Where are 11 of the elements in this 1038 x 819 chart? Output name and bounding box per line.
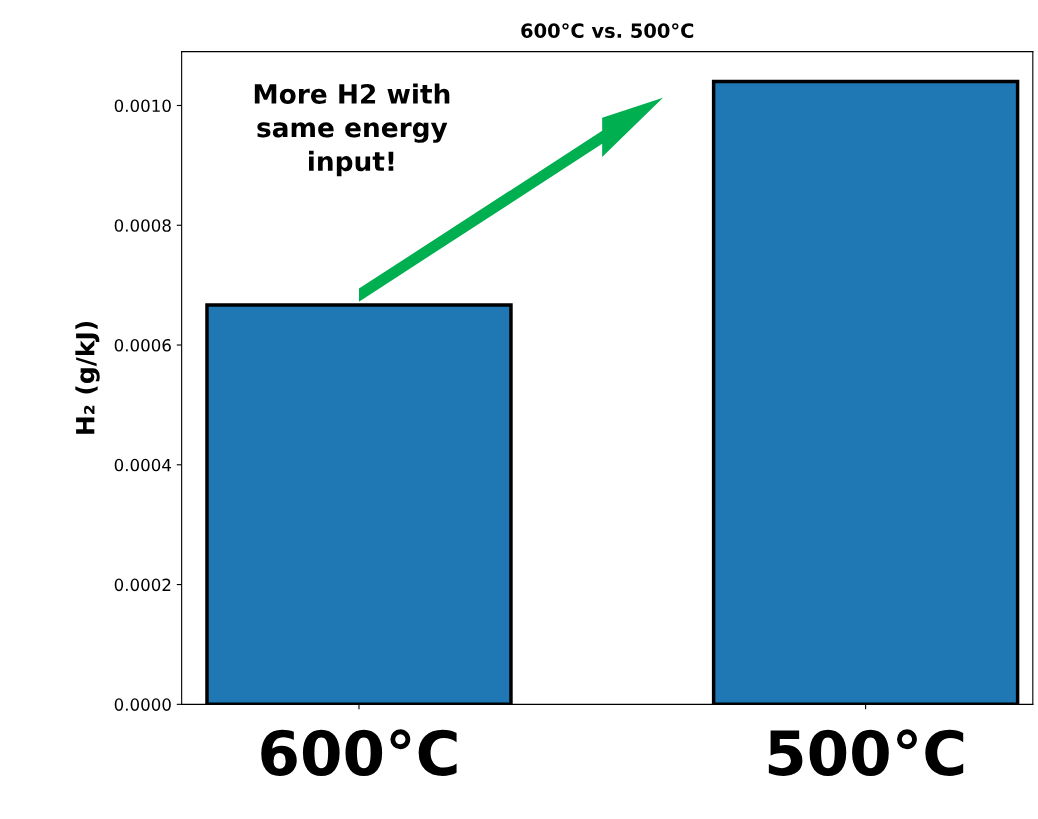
y-tick-label: 0.0010	[114, 99, 171, 113]
x-tick-label: 500°C	[768, 729, 964, 776]
y-axis-title: H₂ (g/kJ)	[75, 321, 100, 434]
y-tick-label: 0.0002	[114, 578, 171, 592]
y-tick-label: 0.0008	[114, 219, 171, 232]
y-tick-label: 0.0004	[114, 458, 171, 472]
chart-title: 600°C vs. 500°C	[521, 23, 694, 38]
y-tick-label: 0.0006	[114, 338, 171, 352]
annotation: More H2 with same energy input!	[254, 83, 450, 177]
x-tick-label: 600°C	[261, 729, 457, 776]
y-tick-label: 0.0000	[114, 698, 171, 711]
